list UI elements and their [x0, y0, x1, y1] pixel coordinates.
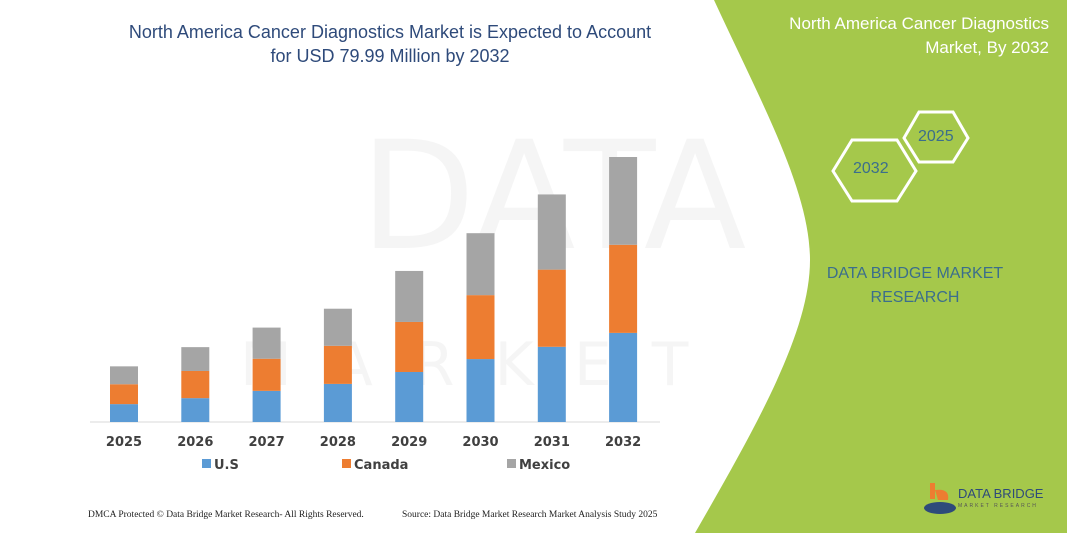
- bar-us-2027: [252, 390, 281, 422]
- hexagon-2025-label: 2025: [918, 128, 954, 145]
- bar-canada-2031: [537, 269, 566, 347]
- logo-icon: [924, 483, 956, 514]
- chart-title: North America Cancer Diagnostics Market …: [128, 22, 652, 66]
- legend-swatch: [507, 459, 516, 468]
- bar-mexico-2032: [609, 157, 638, 245]
- bar-canada-2028: [323, 345, 352, 384]
- legend-swatch: [202, 459, 211, 468]
- bar-us-2029: [395, 371, 424, 422]
- bar-us-2028: [323, 383, 352, 422]
- legend-label: U.S: [214, 458, 239, 473]
- hexagon-2032: [831, 138, 918, 203]
- bar-us-2031: [537, 346, 566, 422]
- x-tick-label: 2025: [106, 435, 142, 450]
- x-tick-label: 2032: [605, 435, 641, 450]
- bar-canada-2029: [395, 321, 424, 372]
- x-tick-label: 2028: [320, 435, 356, 450]
- bar-us-2026: [181, 398, 210, 422]
- x-tick-label: 2029: [391, 435, 427, 450]
- bar-mexico-2029: [395, 270, 424, 322]
- bar-mexico-2026: [181, 347, 210, 371]
- x-tick-label: 2030: [462, 435, 498, 450]
- bar-mexico-2025: [110, 366, 138, 385]
- bar-us-2030: [466, 359, 495, 422]
- bar-canada-2030: [466, 295, 495, 360]
- footer-source: Source: Data Bridge Market Research Mark…: [402, 510, 658, 520]
- bar-canada-2032: [609, 244, 638, 333]
- panel-title: North America Cancer Diagnostics Market,…: [789, 14, 1049, 57]
- legend-label: Mexico: [519, 458, 570, 473]
- bar-mexico-2028: [323, 308, 352, 346]
- legend-label: Canada: [354, 458, 408, 473]
- brand-text: DATA BRIDGE MARKET RESEARCH: [826, 265, 1004, 306]
- logo-name: DATA BRIDGE: [958, 486, 1044, 501]
- bar-canada-2025: [110, 384, 138, 405]
- footer-copyright: DMCA Protected © Data Bridge Market Rese…: [88, 510, 364, 520]
- bar-canada-2026: [181, 370, 210, 399]
- x-tick-label: 2027: [249, 435, 285, 450]
- bar-canada-2027: [252, 358, 281, 391]
- legend-swatch: [342, 459, 351, 468]
- hexagon-2032-label: 2032: [853, 160, 889, 177]
- stacked-bar-chart: 2025 2026 2027 2028 2029 2030 2031 2032 U.S Canad…: [90, 157, 660, 473]
- hexagon-2025: [902, 110, 970, 164]
- bar-us-2032: [609, 332, 638, 422]
- bar-mexico-2031: [537, 194, 566, 270]
- bar-mexico-2030: [466, 233, 495, 296]
- bar-mexico-2027: [252, 327, 281, 359]
- logo-subtitle: MARKET RESEARCH: [958, 503, 1038, 509]
- bar-us-2025: [110, 404, 138, 422]
- x-tick-label: 2031: [534, 435, 570, 450]
- x-tick-label: 2026: [177, 435, 213, 450]
